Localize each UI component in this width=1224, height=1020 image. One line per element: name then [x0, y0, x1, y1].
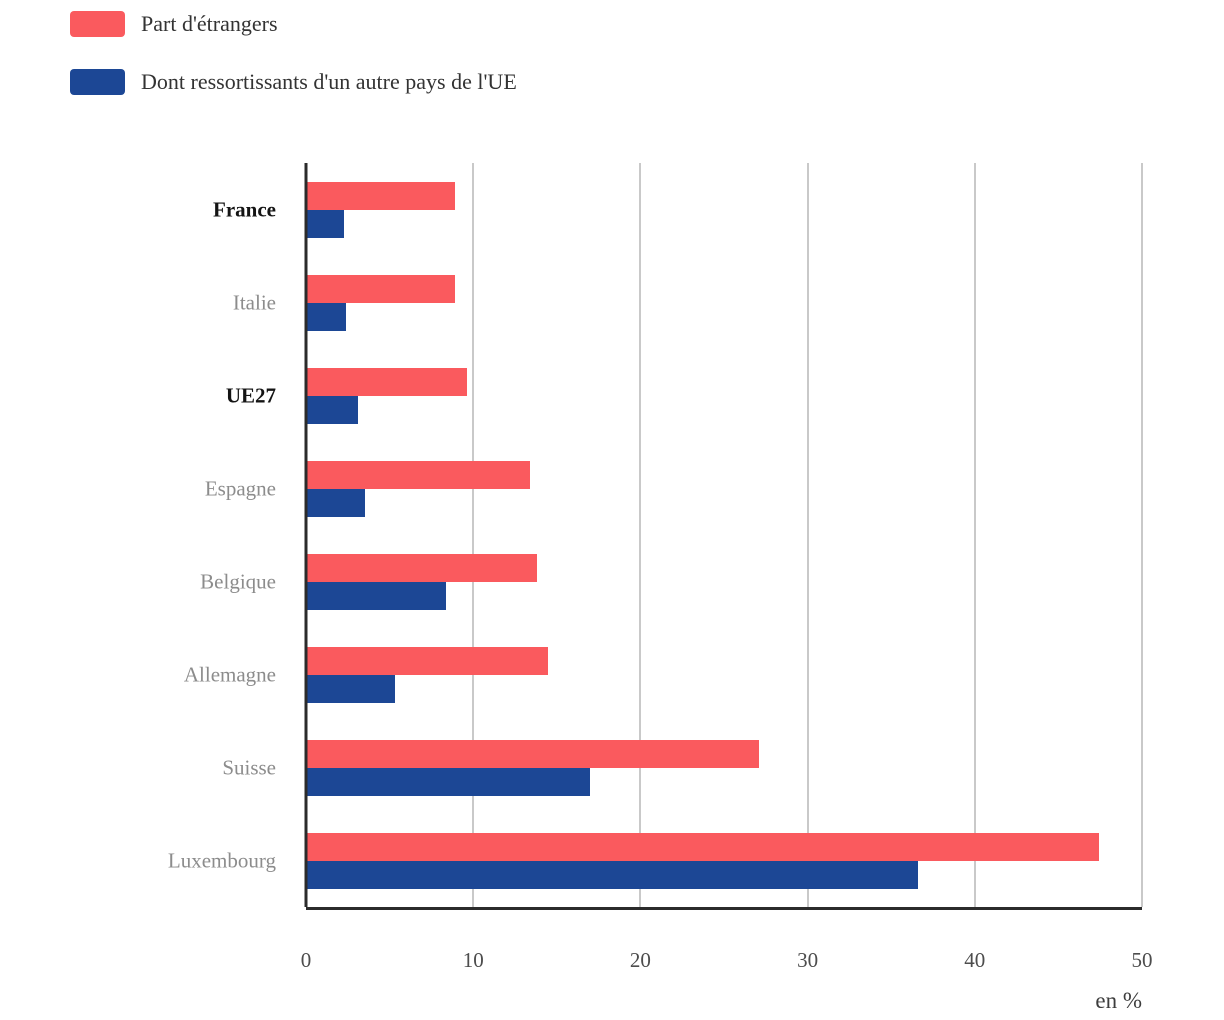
bar-part-d-etrangers-ue27 [306, 367, 467, 396]
bar-part-d-etrangers-espagne [306, 460, 531, 489]
legend-item-foreigners[interactable]: Part d'étrangers [70, 11, 517, 37]
bar-dont-ressortissants-d-un-autre-pays-de-l-ue-espagne [306, 488, 365, 517]
bar-group-italie [306, 274, 1142, 331]
bar-part-d-etrangers-belgique [306, 553, 537, 582]
bar-group-suisse [306, 739, 1142, 796]
x-tick-label-0: 0 [300, 948, 312, 972]
category-label-espagne: Espagne [204, 476, 276, 500]
bar-group-espagne [306, 460, 1142, 517]
category-row-suisse: Suisse [222, 721, 1142, 814]
gridline-x-30 [806, 163, 809, 907]
gridline-x-50 [1141, 163, 1143, 907]
category-label-suisse: Suisse [222, 755, 276, 779]
legend-label-foreigners: Part d'étrangers [141, 11, 278, 36]
legend-swatch-eu-nationals [70, 69, 125, 95]
bar-part-d-etrangers-suisse [306, 739, 760, 768]
x-tick-label-30: 30 [797, 948, 819, 972]
category-row-allemagne: Allemagne [184, 628, 1142, 721]
bar-part-d-etrangers-italie [306, 274, 455, 303]
bar-group-allemagne [306, 646, 1142, 703]
bar-part-d-etrangers-luxembourg [306, 832, 1099, 861]
category-label-luxembourg: Luxembourg [167, 848, 276, 872]
category-row-france: France [213, 163, 1142, 256]
legend-label-eu-nationals: Dont ressortissants d'un autre pays de l… [141, 69, 517, 94]
bar-part-d-etrangers-allemagne [306, 646, 549, 675]
legend-item-eu-nationals[interactable]: Dont ressortissants d'un autre pays de l… [70, 69, 517, 95]
legend: Part d'étrangers Dont ressortissants d'u… [70, 11, 517, 127]
legend-swatch-foreigners [70, 11, 125, 37]
bar-dont-ressortissants-d-un-autre-pays-de-l-ue-suisse [306, 767, 591, 796]
bar-dont-ressortissants-d-un-autre-pays-de-l-ue-france [306, 209, 345, 238]
bar-dont-ressortissants-d-un-autre-pays-de-l-ue-allemagne [306, 674, 395, 703]
category-row-belgique: Belgique [200, 535, 1142, 628]
gridline-x-20 [639, 163, 642, 907]
x-axis-tick-labels: 0 10 20 30 40 50 [301, 948, 1153, 978]
category-row-ue27: UE27 [226, 349, 1142, 442]
x-axis-unit-label: en % [1095, 988, 1142, 1013]
x-tick-label-10: 10 [462, 948, 484, 972]
category-label-belgique: Belgique [200, 569, 276, 593]
category-label-allemagne: Allemagne [183, 662, 276, 686]
bar-dont-ressortissants-d-un-autre-pays-de-l-ue-italie [306, 302, 347, 331]
category-row-italie: Italie [233, 256, 1142, 349]
x-tick-label-40: 40 [964, 948, 986, 972]
y-axis-line [304, 163, 308, 907]
plot-area: France Italie UE27 Espagne Belgique Allemagne… [168, 163, 1143, 910]
bar-group-ue27 [306, 367, 1142, 424]
bar-group-belgique [306, 553, 1142, 610]
bar-group-luxembourg [306, 832, 1142, 889]
gridline-x-10 [472, 163, 475, 907]
x-tick-label-50: 50 [1131, 948, 1153, 972]
bar-dont-ressortissants-d-un-autre-pays-de-l-ue-luxembourg [306, 860, 918, 889]
bar-part-d-etrangers-france [306, 181, 455, 210]
bar-dont-ressortissants-d-un-autre-pays-de-l-ue-ue27 [306, 395, 358, 424]
category-row-luxembourg: Luxembourg [168, 814, 1142, 907]
bar-group-france [306, 181, 1142, 238]
category-row-espagne: Espagne [205, 442, 1142, 535]
x-tick-label-20: 20 [629, 948, 651, 972]
category-label-italie: Italie [232, 290, 276, 314]
category-label-ue27: UE27 [225, 383, 276, 407]
bar-dont-ressortissants-d-un-autre-pays-de-l-ue-belgique [306, 581, 447, 610]
category-label-france: France [213, 197, 276, 221]
gridline-x-40 [973, 163, 976, 907]
